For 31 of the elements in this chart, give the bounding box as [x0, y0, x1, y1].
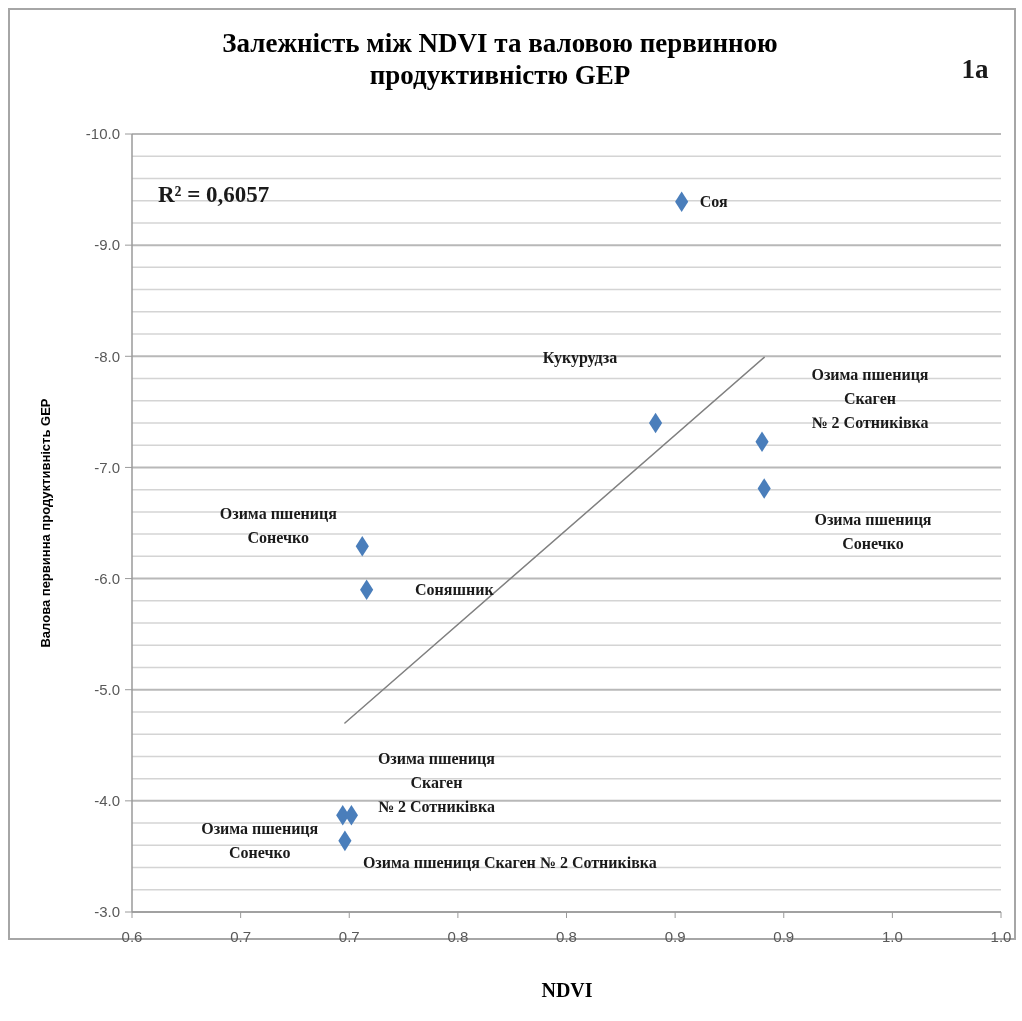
y-tick-label: -8.0: [94, 347, 120, 365]
annotation: Озима пшениця Скаген № 2 Сотниківка: [811, 366, 929, 431]
annotation: Озима пшениця Сонечко: [219, 505, 338, 547]
y-axis-title: Валова первинна продуктивність GEP: [38, 398, 53, 648]
x-tick-label: 0.8: [447, 928, 469, 945]
y-tick-label: -3.0: [94, 903, 120, 921]
chart-title: Залежність між NDVI та валовою первинною продуктивністю GEP: [222, 28, 778, 90]
annotation: R² = 0,6057: [158, 182, 270, 207]
y-tick-label: -4.0: [94, 792, 120, 810]
x-tick-label: 0.8: [556, 928, 577, 945]
x-tick-label: 0.7: [338, 928, 360, 945]
x-tick-label: 1.0: [881, 928, 903, 945]
x-tick-label: 0.9: [773, 928, 795, 945]
y-tick-label: -6.0: [94, 569, 120, 587]
annotation: Озима пшениця Скаген № 2 Сотниківка: [377, 750, 496, 816]
y-tick-label: -7.0: [94, 458, 120, 476]
y-tick-label: -9.0: [94, 236, 120, 254]
x-tick-label: 0.9: [664, 928, 686, 945]
y-tick-label: -10.0: [85, 125, 120, 143]
x-axis-title: NDVI: [541, 979, 593, 1001]
annotation: Кукурудза: [542, 349, 618, 367]
annotation: Озима пшениця Сонечко: [201, 820, 319, 862]
x-tick-label: 0.6: [121, 928, 143, 945]
annotation: Соя: [699, 192, 728, 210]
annotation: Соняшник: [415, 581, 495, 598]
y-tick-label: -5.0: [94, 680, 120, 698]
text: 1a: [961, 54, 989, 84]
x-tick-label: 0.7: [230, 928, 252, 945]
annotation: Озима пшениця Сонечко: [814, 511, 932, 552]
x-tick-label: 1.0: [990, 928, 1012, 945]
annotation: Озима пшениця Скаген № 2 Сотниківка: [362, 853, 657, 871]
